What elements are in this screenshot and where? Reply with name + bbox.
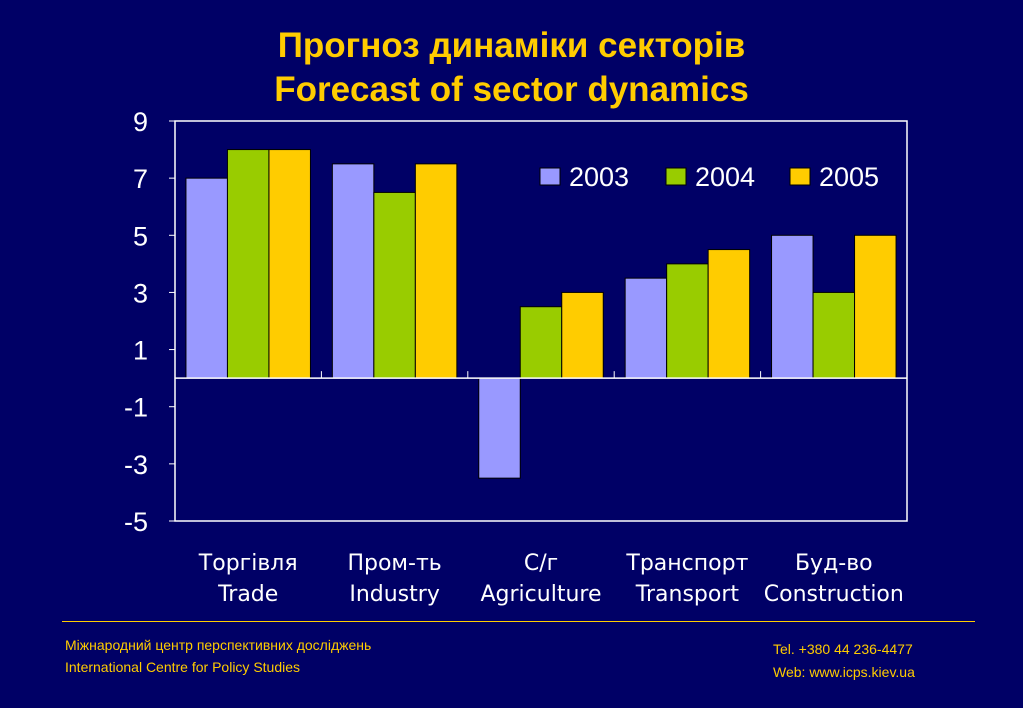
footer-org-ukrainian: Міжнародний центр перспективних дослідже… [65,637,372,653]
bar-2003 [478,377,521,479]
category-label: Транспорт [625,551,748,576]
y-tick-label: -1 [124,393,148,423]
legend-label-2004: 2004 [695,162,755,192]
y-tick-label: 5 [133,221,148,251]
category-label: Trade [217,582,278,607]
legend: 2003 2004 2005 [539,162,879,192]
bar-2003 [771,234,814,379]
bar-2004 [666,263,709,379]
title-line-english: Forecast of sector dynamics [274,70,749,109]
y-tick-label: -5 [124,507,148,537]
category-label: Буд-во [795,551,873,576]
bar-2003 [185,177,228,379]
category-label: Agriculture [481,582,602,607]
category-label: Пром-ть [347,551,441,576]
legend-label-2005: 2005 [819,162,879,192]
bar-2005 [414,163,458,379]
bars-group [185,149,897,479]
title-line-ukrainian: Прогноз динаміки секторів [277,26,746,65]
category-label: Construction [764,582,904,607]
bar-2004 [812,291,856,379]
bar-2004 [373,191,416,379]
legend-swatch-2005 [789,167,811,186]
plot-frame [174,120,908,522]
y-tick-label: 9 [133,107,148,137]
footer-telephone: Tel. +380 44 236-4477 [773,641,913,657]
x-axis-labels: Торгівля Trade Пром-ть Industry С/г Agricultu… [198,551,904,607]
y-tick-label: -3 [124,450,148,480]
y-tick-label: 7 [133,164,148,194]
bar-2003 [624,277,668,379]
legend-swatch-2004 [665,167,687,186]
footer-divider [62,621,975,622]
y-axis: 9 7 5 3 1 -1 -3 -5 [124,107,175,537]
category-label: Торгівля [198,551,298,576]
y-tick-label: 3 [133,278,148,308]
category-label: Transport [635,582,740,607]
footer-website: Web: www.icps.kiev.ua [773,664,915,680]
bar-2004 [519,306,563,379]
category-label: Industry [349,582,440,607]
bar-2005 [561,291,604,379]
bar-2005 [268,149,311,379]
legend-swatch-2003 [539,167,561,186]
bar-2005 [707,249,751,379]
y-tick-label: 1 [133,336,148,366]
legend-label-2003: 2003 [569,162,629,192]
bar-2005 [854,234,897,379]
footer-org-english: International Centre for Policy Studies [65,659,301,675]
category-label: С/г [524,551,558,576]
plot-border [174,120,908,522]
bar-2003 [331,163,375,379]
bar-2004 [226,149,270,379]
slide-title: Прогноз динаміки секторів Forecast of se… [0,24,1023,112]
